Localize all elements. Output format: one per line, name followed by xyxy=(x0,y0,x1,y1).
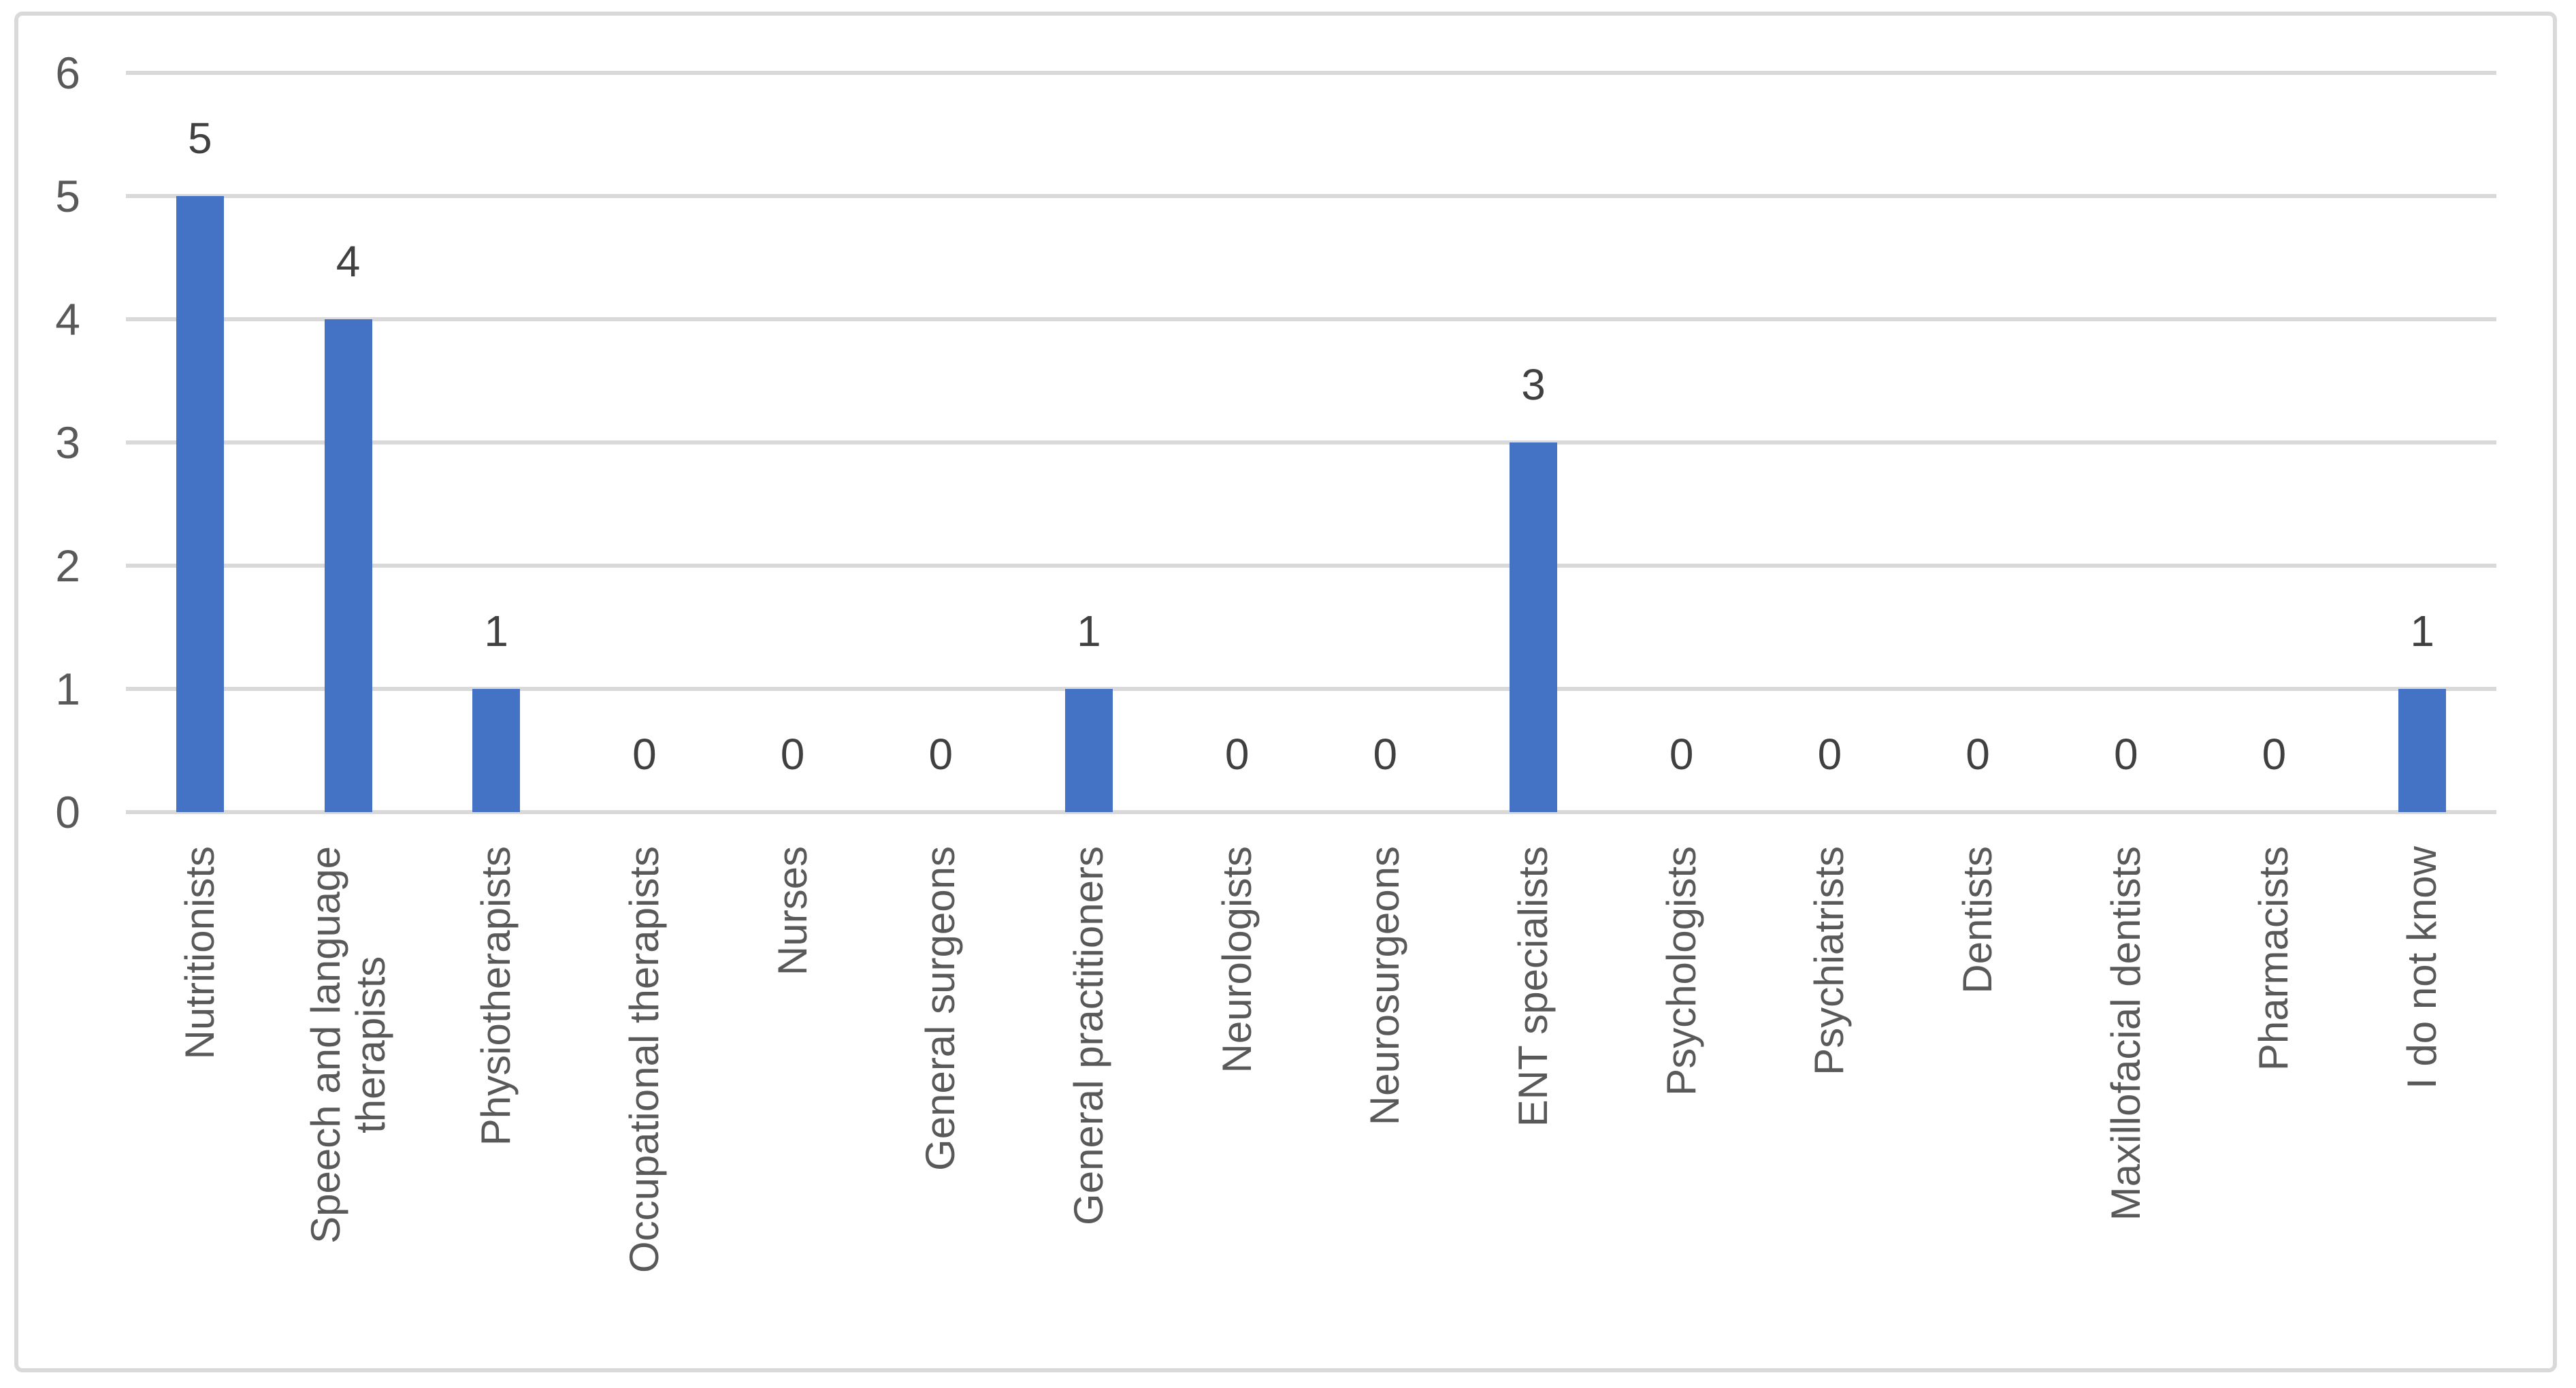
category-slot-occupational-therapists: Occupational therapists xyxy=(570,846,719,1357)
category-slot-speech-and-language-therapists: Speech and language therapists xyxy=(274,846,423,1357)
category-label-pharmacists: Pharmacists xyxy=(2251,846,2297,1071)
bar-general-practitioners xyxy=(1064,689,1113,812)
chart-border xyxy=(14,12,2557,1372)
y-axis-tick-label: 5 xyxy=(55,171,80,221)
category-label-i-do-not-know: I do not know xyxy=(2399,846,2445,1089)
category-label-speech-and-language-therapists: Speech and language therapists xyxy=(302,846,393,1244)
y-axis-tick-label: 0 xyxy=(55,787,80,837)
y-axis-tick-label: 1 xyxy=(55,664,80,714)
category-label-maxillofacial-dentists: Maxillofacial dentists xyxy=(2102,846,2149,1221)
category-slot-neurologists: Neurologists xyxy=(1163,846,1311,1357)
category-label-nurses: Nurses xyxy=(769,846,815,976)
category-slot-general-practitioners: General practitioners xyxy=(1015,846,1163,1357)
y-axis: 0 1 2 3 4 5 6 xyxy=(0,48,80,837)
data-label-general-practitioners: 1 xyxy=(1077,607,1101,656)
category-slot-i-do-not-know: I do not know xyxy=(2348,846,2496,1357)
data-label-speech-and-language-therapists: 4 xyxy=(336,237,361,286)
category-slot-nurses: Nurses xyxy=(719,846,867,1357)
data-label-maxillofacial-dentists: 0 xyxy=(2113,730,2138,779)
category-slot-nutritionists: Nutritionists xyxy=(126,846,274,1357)
y-axis-tick-label: 2 xyxy=(55,540,80,591)
category-label-general-surgeons: General surgeons xyxy=(917,846,964,1171)
plot-area: 5 4 1 0 0 0 1 0 0 3 0 0 0 0 0 1 xyxy=(126,71,2496,814)
category-label-neurologists: Neurologists xyxy=(1213,846,1260,1074)
gridline-y4 xyxy=(126,317,2496,321)
y-axis-tick-label: 6 xyxy=(55,48,80,98)
category-slot-ent-specialists: ENT specialists xyxy=(1459,846,1608,1357)
category-label-occupational-therapists: Occupational therapists xyxy=(621,846,667,1274)
data-label-dentists: 0 xyxy=(1966,730,1990,779)
gridline-y5 xyxy=(126,194,2496,198)
data-label-ent-specialists: 3 xyxy=(1521,360,1546,409)
category-slot-physiotherapists: Physiotherapists xyxy=(422,846,570,1357)
data-label-psychologists: 0 xyxy=(1669,730,1694,779)
category-label-neurosurgeons: Neurosurgeons xyxy=(1362,846,1408,1126)
category-slot-neurosurgeons: Neurosurgeons xyxy=(1311,846,1460,1357)
data-label-psychiatrists: 0 xyxy=(1817,730,1842,779)
data-label-neurologists: 0 xyxy=(1224,730,1250,779)
data-label-occupational-therapists: 0 xyxy=(632,730,657,779)
bar-i-do-not-know xyxy=(2398,689,2447,812)
data-label-nutritionists: 5 xyxy=(188,114,212,163)
category-label-nutritionists: Nutritionists xyxy=(176,846,223,1060)
bar-ent-specialists xyxy=(1510,442,1558,812)
gridline-y0 xyxy=(126,810,2496,814)
data-label-general-surgeons: 0 xyxy=(928,730,953,779)
category-label-psychologists: Psychologists xyxy=(1658,846,1704,1096)
category-label-general-practitioners: General practitioners xyxy=(1065,846,1111,1225)
gridline-y3 xyxy=(126,440,2496,445)
data-label-pharmacists: 0 xyxy=(2262,730,2287,779)
category-slot-dentists: Dentists xyxy=(1904,846,2052,1357)
data-label-physiotherapists: 1 xyxy=(484,607,509,656)
category-label-dentists: Dentists xyxy=(1955,846,2001,994)
category-label-physiotherapists: Physiotherapists xyxy=(473,846,519,1146)
category-slot-general-surgeons: General surgeons xyxy=(866,846,1015,1357)
category-slot-maxillofacial-dentists: Maxillofacial dentists xyxy=(2052,846,2200,1357)
gridline-y6 xyxy=(126,71,2496,75)
y-axis-tick-label: 3 xyxy=(55,417,80,468)
bar-nutritionists xyxy=(176,196,224,812)
bar-speech-and-language-therapists xyxy=(324,319,372,812)
gridline-y1 xyxy=(126,687,2496,691)
y-axis-tick-label: 4 xyxy=(55,294,80,344)
gridline-y2 xyxy=(126,564,2496,568)
x-axis: Nutritionists Speech and language therapi… xyxy=(126,846,2496,1357)
category-label-ent-specialists: ENT specialists xyxy=(1510,846,1556,1127)
category-slot-psychiatrists: Psychiatrists xyxy=(1756,846,1904,1357)
data-label-i-do-not-know: 1 xyxy=(2410,607,2434,656)
bar-physiotherapists xyxy=(472,689,521,812)
data-label-nurses: 0 xyxy=(780,730,805,779)
category-slot-psychologists: Psychologists xyxy=(1608,846,1756,1357)
category-slot-pharmacists: Pharmacists xyxy=(2200,846,2349,1357)
data-label-neurosurgeons: 0 xyxy=(1373,730,1398,779)
category-label-psychiatrists: Psychiatrists xyxy=(1806,846,1853,1076)
